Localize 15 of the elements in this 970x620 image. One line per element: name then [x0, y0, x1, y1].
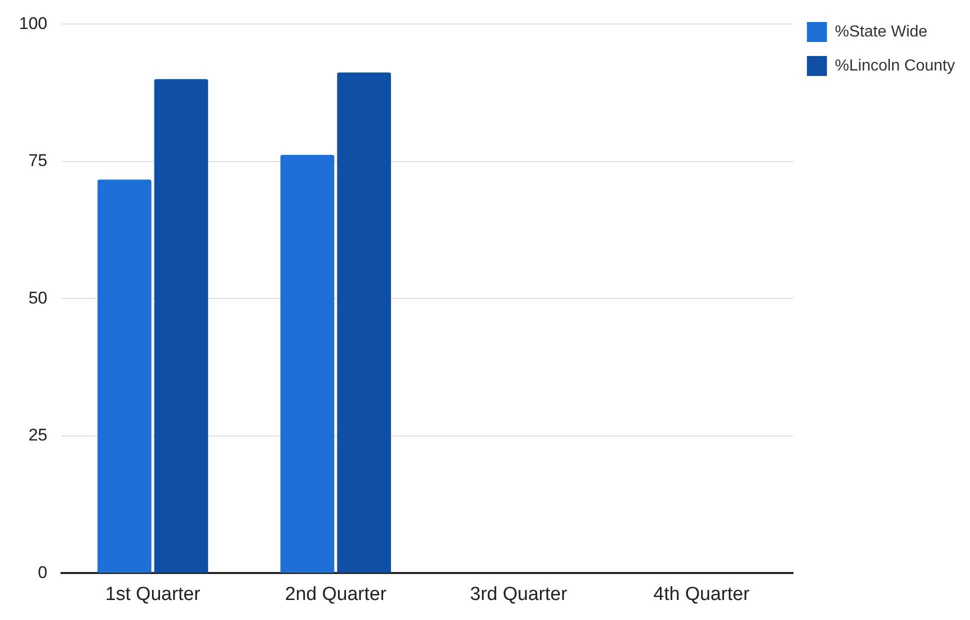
x-tick-label: 4th Quarter: [653, 584, 750, 605]
y-tick-label: 50: [28, 288, 48, 308]
legend-label: %Lincoln County: [834, 57, 956, 74]
y-tick-label: 75: [28, 151, 48, 170]
y-tick-label: 0: [38, 562, 48, 582]
bar: [98, 180, 152, 573]
y-tick-label: 25: [28, 426, 48, 445]
legend-label: %State Wide: [834, 23, 928, 40]
x-tick-label: 3rd Quarter: [470, 584, 568, 605]
bar: [337, 72, 391, 573]
x-tick-label: 1st Quarter: [105, 584, 201, 605]
bar: [280, 154, 334, 573]
x-tick-label: 2nd Quarter: [285, 584, 388, 605]
y-tick-label: 100: [18, 14, 48, 33]
bar: [154, 79, 208, 573]
